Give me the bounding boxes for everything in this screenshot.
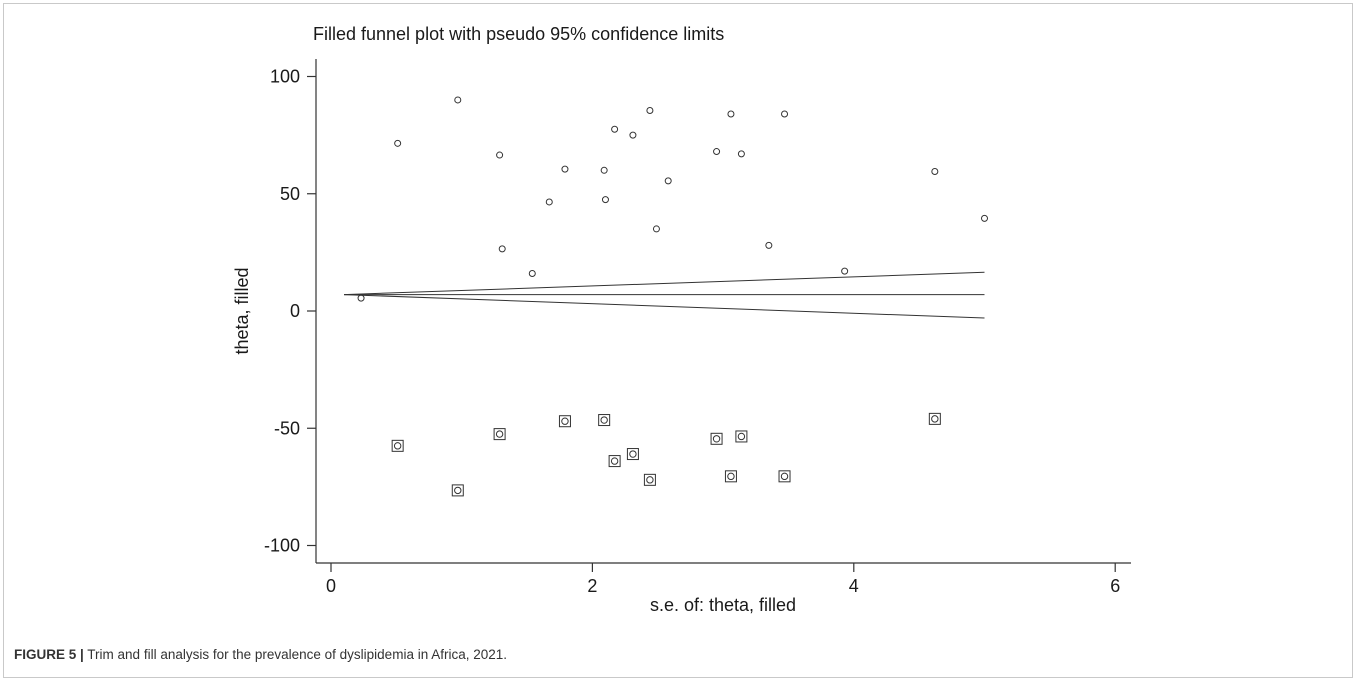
filled-study-point xyxy=(600,416,608,424)
filled-study-point xyxy=(495,430,504,438)
observed-study-point xyxy=(454,96,462,104)
observed-study-point xyxy=(664,177,672,185)
observed-study-point xyxy=(737,150,745,158)
filled-study-square xyxy=(451,484,464,497)
filled-study-square xyxy=(724,470,737,483)
filled-study-point xyxy=(561,417,569,425)
y-tick-label: -50 xyxy=(274,418,300,438)
observed-study-point xyxy=(600,166,608,174)
filled-study-point xyxy=(629,450,637,458)
x-tick-label: 0 xyxy=(326,576,336,596)
observed-study-point xyxy=(765,241,773,249)
observed-study-point xyxy=(727,110,735,118)
filled-study-square xyxy=(608,455,621,468)
observed-study-point xyxy=(528,269,536,277)
funnel-plot: Filled funnel plot with pseudo 95% confi… xyxy=(232,24,1131,615)
filled-study-point xyxy=(454,486,462,495)
y-tick-label: -100 xyxy=(264,536,300,556)
observed-study-point xyxy=(498,245,506,253)
observed-study-point xyxy=(981,214,988,222)
x-tick-label: 6 xyxy=(1110,576,1120,596)
x-axis-label: s.e. of: theta, filled xyxy=(650,595,796,615)
filled-study-point xyxy=(393,442,402,450)
filled-study-point xyxy=(610,457,619,465)
filled-study-square xyxy=(558,415,571,428)
observed-study-point xyxy=(357,294,365,302)
y-tick-label: 50 xyxy=(280,184,300,204)
observed-study-point xyxy=(496,151,504,159)
filled-study-point xyxy=(737,432,746,441)
filled-study-square xyxy=(493,428,506,441)
axes: -100 -50 0 50 100 0 2 4 6 xyxy=(264,59,1131,596)
filled-study-point xyxy=(646,476,654,484)
caption-text: Trim and fill analysis for the prevalenc… xyxy=(83,647,508,662)
funnel-lines xyxy=(344,271,985,319)
observed-study-point xyxy=(561,165,569,173)
observed-study-point xyxy=(611,125,619,133)
y-tick-label: 100 xyxy=(270,67,300,87)
y-axis-label: theta, filled xyxy=(232,267,252,354)
filled-study-square xyxy=(626,448,639,461)
filled-study-square xyxy=(391,439,404,452)
figure-caption: FIGURE 5 | Trim and fill analysis for th… xyxy=(14,647,507,662)
chart-title: Filled funnel plot with pseudo 95% confi… xyxy=(313,24,724,44)
observed-study-point xyxy=(781,110,789,118)
filled-study-square xyxy=(710,432,723,445)
filled-study-square xyxy=(928,412,941,425)
observed-study-point xyxy=(841,267,849,275)
filled-study-square xyxy=(778,470,791,483)
filled-study-point xyxy=(727,472,735,481)
data-points xyxy=(357,96,988,497)
filled-study-point xyxy=(712,435,721,443)
caption-label: FIGURE 5 | xyxy=(14,647,84,662)
observed-study-point xyxy=(629,131,637,139)
filled-study-square xyxy=(643,473,656,486)
observed-study-point xyxy=(646,107,654,115)
y-tick-label: 0 xyxy=(290,301,300,321)
observed-study-point xyxy=(601,196,609,204)
x-tick-label: 2 xyxy=(587,576,597,596)
observed-study-point xyxy=(931,167,939,175)
filled-study-point xyxy=(931,415,939,423)
filled-study-point xyxy=(780,472,789,481)
filled-study-square xyxy=(735,430,748,443)
filled-study-square xyxy=(598,414,611,427)
observed-study-point xyxy=(652,225,660,233)
upper-confidence-limit xyxy=(344,271,985,296)
x-tick-label: 4 xyxy=(849,576,859,596)
observed-study-point xyxy=(713,148,721,156)
observed-study-point xyxy=(545,198,553,206)
lower-confidence-limit xyxy=(344,294,985,319)
figure-frame xyxy=(3,3,1353,678)
observed-study-point xyxy=(394,139,402,147)
